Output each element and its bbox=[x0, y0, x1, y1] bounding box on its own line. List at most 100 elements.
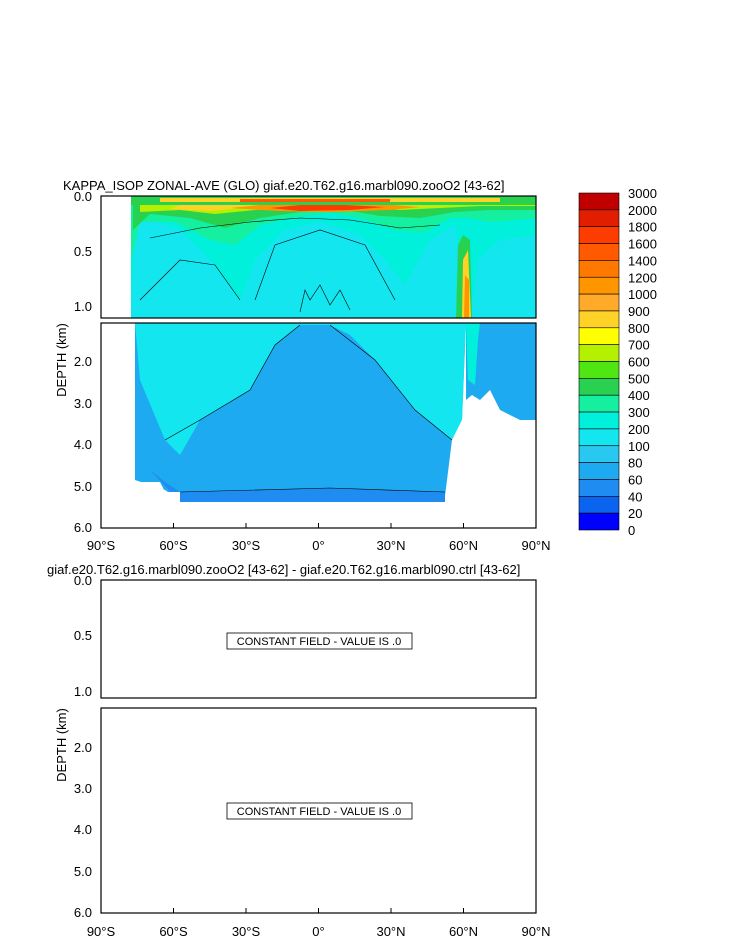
y-axis-bottom: 0.0 0.5 1.0 2.0 3.0 4.0 5.0 6.0 DEPTH (k… bbox=[54, 573, 92, 920]
colorbar-swatch bbox=[578, 192, 620, 211]
panel-bottom-upper-frame bbox=[100, 579, 537, 699]
colorbar-label: 1400 bbox=[628, 253, 657, 268]
colorbar-swatch bbox=[578, 462, 620, 480]
y-tick-label: 1.0 bbox=[74, 299, 92, 314]
colorbar-label: 1000 bbox=[628, 287, 657, 302]
colorbar-swatch bbox=[578, 327, 620, 345]
colorbar: 3000200018001600140012001000900800700600… bbox=[578, 186, 657, 538]
x-tick-label: 90°S bbox=[87, 924, 116, 939]
y-tick-label: 0.5 bbox=[74, 244, 92, 259]
colorbar-swatch bbox=[578, 512, 620, 531]
mask-arctic-lower bbox=[445, 400, 536, 528]
colorbar-label: 800 bbox=[628, 321, 650, 336]
panel-top-upper-frame bbox=[100, 195, 537, 319]
colorbar-label: 600 bbox=[628, 355, 650, 370]
annotation-text: CONSTANT FIELD - VALUE IS .0 bbox=[237, 806, 401, 818]
colorbar-swatch bbox=[578, 293, 620, 312]
colorbar-swatch bbox=[578, 344, 620, 362]
y-axis-top: 0.0 0.5 1.0 2.0 3.0 4.0 5.0 6.0 DEPTH (k… bbox=[54, 189, 92, 535]
colorbar-label: 2000 bbox=[628, 203, 657, 218]
mask-land-lower bbox=[101, 323, 135, 528]
colorbar-label: 3000 bbox=[628, 186, 657, 201]
y-tick-label: 4.0 bbox=[74, 822, 92, 837]
y-tick-label: 3.0 bbox=[74, 396, 92, 411]
colorbar-swatch bbox=[578, 260, 620, 278]
annotation-text: CONSTANT FIELD - VALUE IS .0 bbox=[237, 636, 401, 648]
colorbar-label: 80 bbox=[628, 456, 642, 471]
colorbar-swatch bbox=[578, 479, 620, 497]
region-north-mid-lower bbox=[466, 323, 480, 385]
region-north-lower bbox=[466, 323, 536, 420]
colorbar-swatch bbox=[578, 243, 620, 261]
colorbar-swatch bbox=[578, 276, 620, 295]
region-900-1200-upper bbox=[170, 205, 450, 211]
x-tick-label: 30°N bbox=[376, 924, 405, 939]
colorbar-swatch bbox=[578, 411, 620, 430]
colorbar-label: 400 bbox=[628, 388, 650, 403]
mask-south-upper bbox=[101, 196, 131, 318]
colorbar-label: 300 bbox=[628, 405, 650, 420]
region-1800-2000-upper bbox=[270, 205, 385, 211]
y-tick-label: 6.0 bbox=[74, 520, 92, 535]
x-tick-label: 60°N bbox=[449, 538, 478, 553]
colorbar-label: 500 bbox=[628, 371, 650, 386]
colorbar-swatch bbox=[578, 428, 620, 447]
y-tick-label: 0.0 bbox=[74, 573, 92, 588]
y-tick-label: 3.0 bbox=[74, 781, 92, 796]
colorbar-swatch bbox=[578, 226, 620, 244]
x-tick-label: 0° bbox=[312, 924, 324, 939]
colorbar-swatch bbox=[578, 361, 620, 379]
annotation-constant-upper: CONSTANT FIELD - VALUE IS .0 bbox=[226, 632, 413, 650]
x-axis-bottom: 90°S 60°S 30°S 0° 30°N 60°N 90°N bbox=[87, 908, 551, 939]
x-tick-label: 30°S bbox=[232, 924, 261, 939]
colorbar-label: 40 bbox=[628, 489, 642, 504]
chart-title-bottom: giaf.e20.T62.g16.marbl090.zooO2 [43-62] … bbox=[47, 562, 520, 577]
region-deep-lower bbox=[150, 470, 445, 502]
y-axis-label: DEPTH (km) bbox=[54, 708, 69, 782]
y-tick-label: 5.0 bbox=[74, 479, 92, 494]
x-tick-label: 90°N bbox=[521, 538, 550, 553]
colorbar-label: 20 bbox=[628, 506, 642, 521]
colorbar-label: 200 bbox=[628, 422, 650, 437]
colorbar-label: 60 bbox=[628, 472, 642, 487]
x-tick-label: 30°S bbox=[232, 538, 261, 553]
x-tick-label: 30°N bbox=[376, 538, 405, 553]
colorbar-swatch bbox=[578, 445, 620, 463]
colorbar-swatch bbox=[578, 310, 620, 329]
region-north-peak2-upper bbox=[464, 275, 469, 318]
y-tick-label: 5.0 bbox=[74, 864, 92, 879]
x-tick-label: 90°N bbox=[521, 924, 550, 939]
region-400-500-lower bbox=[135, 323, 260, 350]
colorbar-label: 1600 bbox=[628, 237, 657, 252]
x-tick-label: 60°S bbox=[159, 924, 188, 939]
y-axis-label: DEPTH (km) bbox=[54, 323, 69, 397]
mask-deep-lower bbox=[135, 482, 445, 528]
annotation-constant-lower: CONSTANT FIELD - VALUE IS .0 bbox=[226, 802, 413, 820]
x-tick-label: 0° bbox=[312, 538, 324, 553]
y-tick-label: 4.0 bbox=[74, 437, 92, 452]
colorbar-label: 900 bbox=[628, 304, 650, 319]
y-tick-label: 0.5 bbox=[74, 628, 92, 643]
region-300-400-lower bbox=[135, 323, 466, 455]
colorbar-label: 0 bbox=[628, 523, 635, 538]
y-tick-label: 0.0 bbox=[74, 189, 92, 204]
colorbar-swatch bbox=[578, 378, 620, 396]
colorbar-label: 1800 bbox=[628, 220, 657, 235]
contour-lines bbox=[139, 217, 453, 493]
colorbar-label: 700 bbox=[628, 338, 650, 353]
colorbar-swatch bbox=[578, 394, 620, 413]
x-tick-label: 90°S bbox=[87, 538, 116, 553]
contour-fill-upper bbox=[101, 196, 536, 318]
x-tick-label: 60°S bbox=[159, 538, 188, 553]
colorbar-label: 100 bbox=[628, 439, 650, 454]
x-tick-label: 60°N bbox=[449, 924, 478, 939]
chart-title-top: KAPPA_ISOP ZONAL-AVE (GLO) giaf.e20.T62.… bbox=[63, 178, 505, 193]
y-tick-label: 6.0 bbox=[74, 905, 92, 920]
y-tick-label: 2.0 bbox=[74, 740, 92, 755]
colorbar-label: 1200 bbox=[628, 270, 657, 285]
colorbar-swatch bbox=[578, 209, 620, 228]
colorbar-swatch bbox=[578, 495, 620, 514]
x-axis-top: 90°S 60°S 30°S 0° 30°N 60°N 90°N bbox=[87, 523, 551, 553]
contour-fill-lower bbox=[101, 323, 536, 528]
